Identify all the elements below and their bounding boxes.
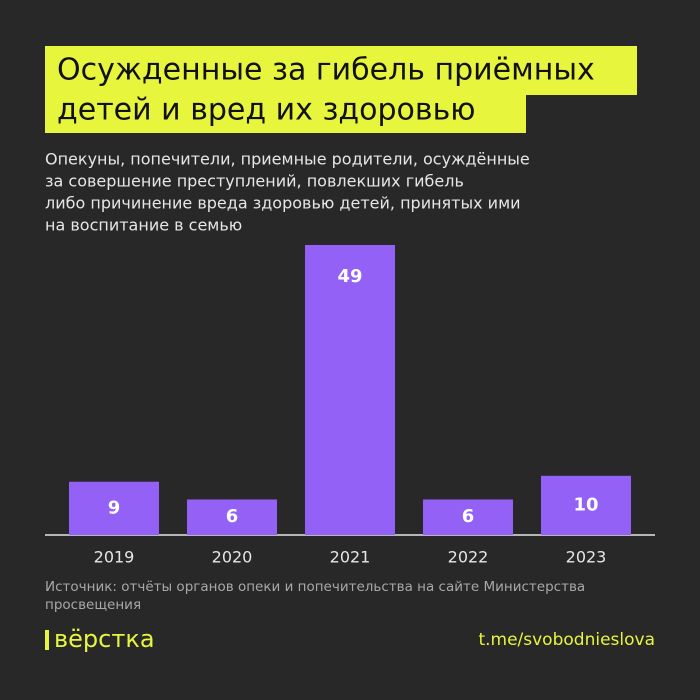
x-tick-label: 2023: [566, 548, 607, 567]
logo: вёрстка: [54, 625, 155, 653]
title-highlight: [45, 90, 526, 133]
bar: [541, 475, 631, 535]
bar: [423, 499, 513, 535]
value-label: 9: [108, 497, 121, 518]
bar: [187, 499, 277, 535]
bar: [69, 481, 159, 535]
chart-title: Осужденные за гибель приёмных: [57, 53, 595, 88]
value-label: 6: [226, 506, 239, 527]
source: Источник: отчёты органов опеки и попечит…: [45, 579, 585, 595]
x-tick-label: 2021: [330, 548, 371, 567]
title-highlight: [45, 46, 637, 95]
link[interactable]: t.me/svobodnieslova: [478, 630, 655, 650]
x-tick-label: 2020: [212, 548, 253, 567]
value-label: 6: [462, 506, 475, 527]
subtitle: Опекуны, попечители, приемные родители, …: [45, 150, 530, 169]
subtitle: за совершение преступлений, повлекших ги…: [45, 172, 464, 191]
x-tick-label: 2022: [448, 548, 489, 567]
source: просвещения: [45, 597, 141, 613]
x-tick-label: 2019: [94, 548, 135, 567]
subtitle: на воспитание в семью: [45, 216, 242, 235]
chart-title: детей и вред их здоровью: [57, 93, 476, 128]
logo-glyph: [45, 630, 49, 650]
value-label: 10: [573, 494, 598, 515]
subtitle: либо причинение вреда здоровью детей, пр…: [45, 194, 521, 213]
bar: [305, 245, 395, 535]
value-label: 49: [337, 266, 362, 287]
